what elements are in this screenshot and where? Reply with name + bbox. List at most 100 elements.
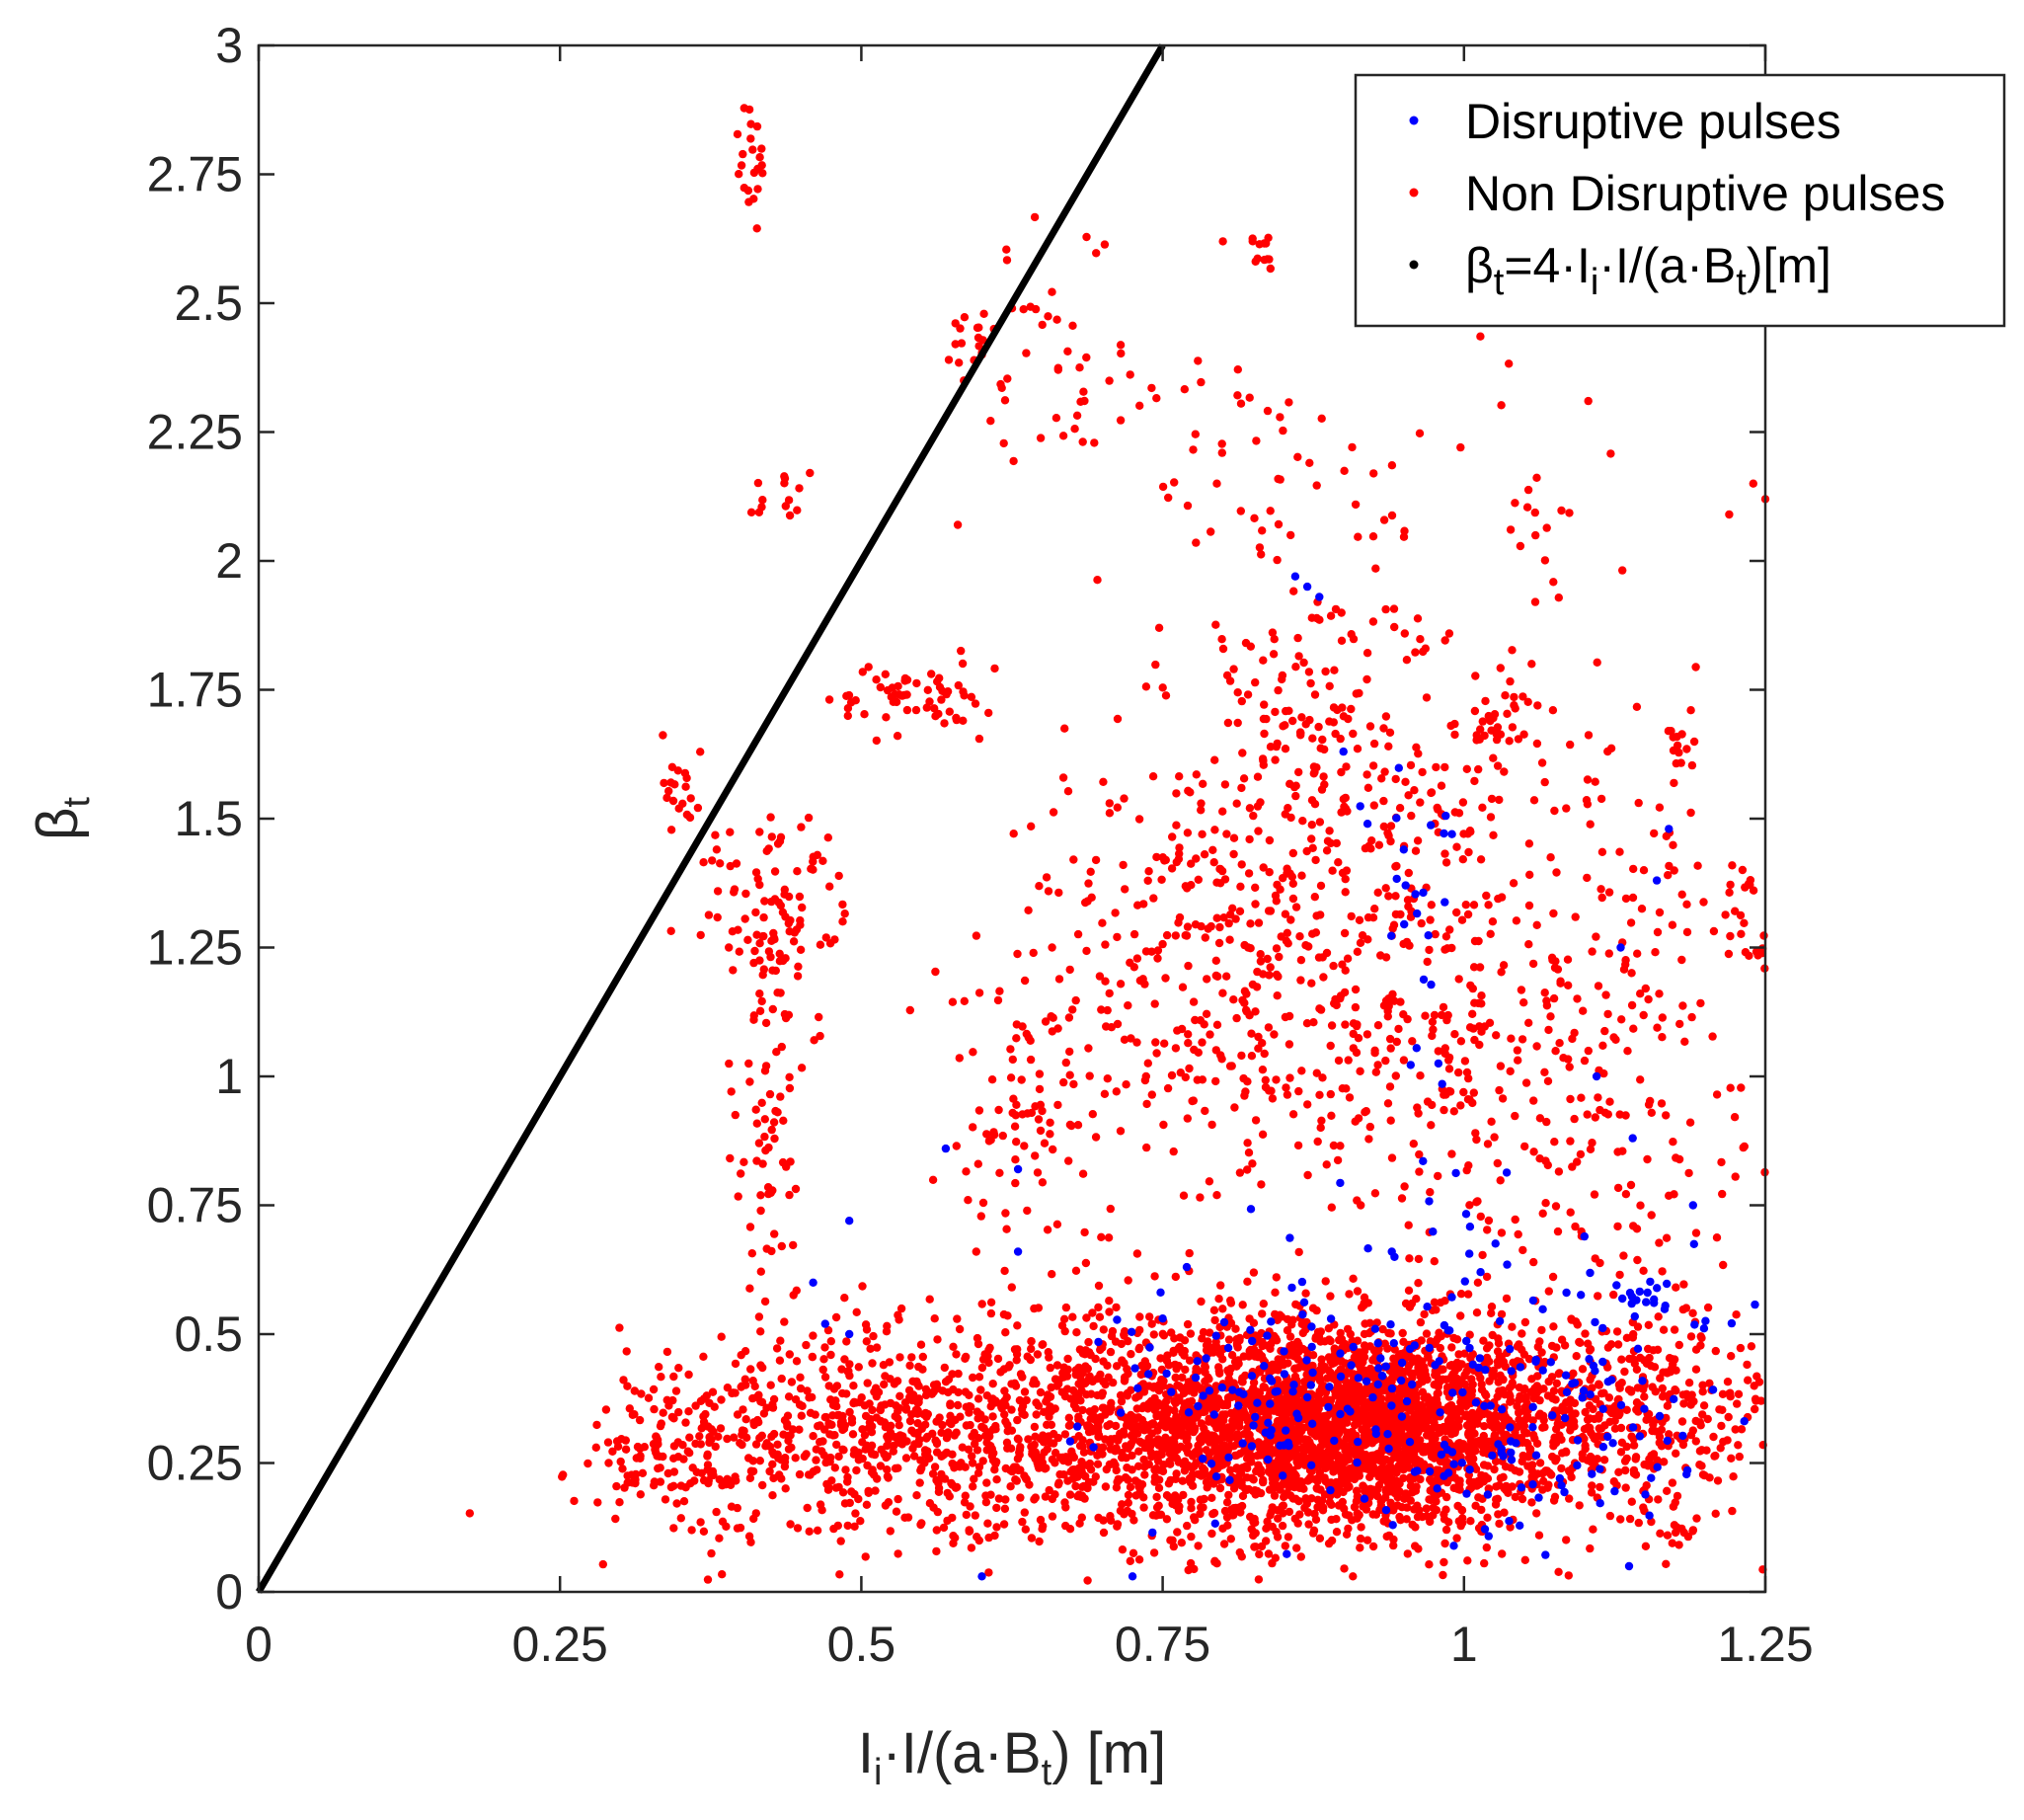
non-disruptive-point (1304, 1520, 1313, 1529)
non-disruptive-point (1058, 773, 1068, 782)
non-disruptive-point (1437, 781, 1446, 790)
non-disruptive-point (1143, 1059, 1153, 1068)
non-disruptive-point (1068, 1312, 1077, 1321)
non-disruptive-point (1305, 1406, 1314, 1415)
non-disruptive-point (988, 1456, 998, 1465)
non-disruptive-point (1432, 1371, 1440, 1381)
non-disruptive-point (1233, 1356, 1243, 1365)
non-disruptive-point (1061, 1521, 1070, 1531)
non-disruptive-point (584, 1459, 592, 1468)
non-disruptive-point (1583, 1110, 1592, 1119)
non-disruptive-point (1535, 1459, 1545, 1467)
non-disruptive-point (1614, 1467, 1623, 1477)
non-disruptive-point (1237, 1501, 1247, 1511)
non-disruptive-point (1499, 1357, 1509, 1367)
non-disruptive-point (1102, 1464, 1112, 1474)
non-disruptive-point (1465, 1330, 1474, 1339)
non-disruptive-point (1413, 1512, 1423, 1522)
non-disruptive-point (955, 1324, 965, 1334)
non-disruptive-point (1591, 1113, 1600, 1122)
non-disruptive-point (1554, 1370, 1563, 1379)
non-disruptive-point (808, 1352, 817, 1362)
non-disruptive-point (1530, 1384, 1539, 1393)
non-disruptive-point (731, 1359, 740, 1369)
non-disruptive-point (1440, 1297, 1449, 1306)
non-disruptive-point (1371, 1068, 1381, 1076)
non-disruptive-point (1562, 1398, 1571, 1407)
non-disruptive-point (1461, 901, 1471, 910)
non-disruptive-point (1181, 1072, 1191, 1082)
non-disruptive-point (1126, 1418, 1134, 1427)
non-disruptive-point (1668, 1478, 1677, 1487)
non-disruptive-point (1430, 1257, 1440, 1266)
non-disruptive-point (1515, 1395, 1523, 1405)
non-disruptive-point (929, 1503, 938, 1512)
non-disruptive-point (1318, 1073, 1327, 1082)
non-disruptive-point (1412, 1295, 1421, 1304)
non-disruptive-point (715, 1534, 724, 1543)
non-disruptive-point (1124, 1475, 1132, 1484)
non-disruptive-point (1395, 804, 1405, 813)
non-disruptive-point (1293, 1519, 1302, 1528)
non-disruptive-point (1312, 1306, 1321, 1315)
non-disruptive-point (1212, 1191, 1221, 1200)
non-disruptive-point (1311, 1515, 1321, 1525)
non-disruptive-point (1682, 1389, 1691, 1399)
non-disruptive-point (913, 1419, 922, 1428)
non-disruptive-point (662, 1347, 672, 1357)
non-disruptive-point (1214, 1363, 1223, 1372)
non-disruptive-point (1326, 1449, 1335, 1458)
non-disruptive-point (805, 1527, 814, 1537)
non-disruptive-point (1255, 1549, 1264, 1559)
non-disruptive-point (1404, 868, 1414, 878)
non-disruptive-point (1600, 1421, 1609, 1430)
non-disruptive-point (1027, 1534, 1037, 1543)
non-disruptive-point (1349, 1572, 1358, 1581)
non-disruptive-point (1288, 879, 1298, 888)
non-disruptive-point (992, 1475, 1001, 1484)
non-disruptive-point (1153, 946, 1163, 955)
non-disruptive-point (1077, 1513, 1087, 1522)
non-disruptive-point (1555, 1039, 1564, 1048)
non-disruptive-point (1751, 1404, 1759, 1414)
non-disruptive-point (1224, 1490, 1233, 1500)
non-disruptive-point (1480, 1389, 1490, 1398)
non-disruptive-point (1300, 1435, 1310, 1445)
non-disruptive-point (1453, 1501, 1462, 1511)
non-disruptive-point (1613, 1340, 1623, 1349)
non-disruptive-point (918, 1352, 927, 1362)
non-disruptive-point (1415, 1167, 1424, 1176)
non-disruptive-point (1370, 1189, 1380, 1198)
non-disruptive-point (954, 1369, 963, 1379)
non-disruptive-point (613, 1442, 623, 1452)
non-disruptive-point (890, 1380, 899, 1388)
non-disruptive-point (1378, 1475, 1387, 1484)
non-disruptive-point (1094, 1281, 1104, 1291)
non-disruptive-point (1177, 1539, 1187, 1547)
non-disruptive-point (740, 1347, 750, 1356)
non-disruptive-point (1319, 1421, 1329, 1431)
non-disruptive-point (1450, 1473, 1460, 1482)
non-disruptive-point (902, 1437, 911, 1446)
non-disruptive-point (1655, 1438, 1665, 1448)
non-disruptive-point (862, 1337, 871, 1346)
non-disruptive-point (1364, 1485, 1374, 1495)
non-disruptive-point (813, 1526, 822, 1536)
non-disruptive-point (1360, 1329, 1369, 1339)
non-disruptive-point (1515, 1408, 1523, 1417)
non-disruptive-point (669, 1467, 679, 1476)
non-disruptive-point (1283, 928, 1292, 937)
non-disruptive-point (1326, 1041, 1335, 1051)
non-disruptive-point (1321, 1411, 1331, 1421)
non-disruptive-point (1401, 1299, 1411, 1308)
non-disruptive-point (1043, 1420, 1051, 1430)
non-disruptive-point (1096, 1345, 1105, 1355)
non-disruptive-point (1311, 855, 1320, 865)
non-disruptive-point (1312, 1484, 1322, 1493)
non-disruptive-point (762, 1403, 771, 1412)
non-disruptive-point (570, 1496, 579, 1506)
non-disruptive-point (1498, 1094, 1508, 1103)
non-disruptive-point (1072, 1328, 1081, 1337)
non-disruptive-point (893, 1434, 901, 1443)
non-disruptive-point (1251, 1543, 1261, 1551)
